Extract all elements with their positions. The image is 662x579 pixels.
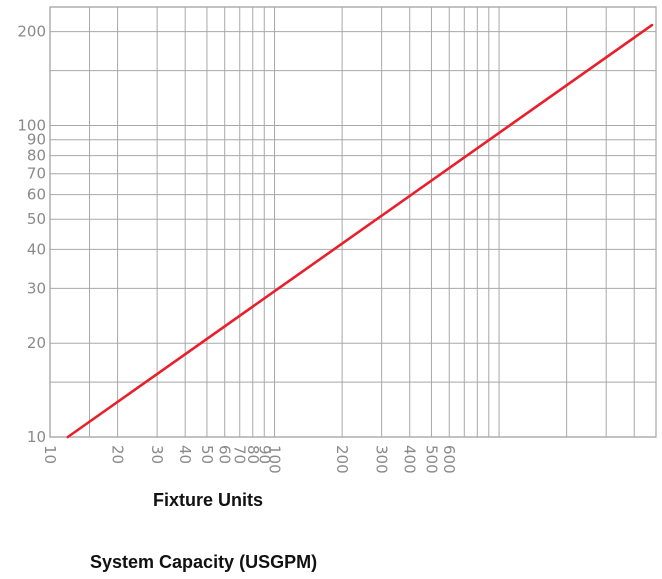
y-tick-label: 50: [27, 210, 46, 228]
x-tick-label: 40: [176, 445, 194, 464]
y-tick-label: 100: [17, 116, 46, 134]
gridlines: [50, 7, 657, 437]
x-tick-label: 50: [198, 445, 216, 464]
x-tick-label: 70: [231, 445, 249, 464]
y-tick-label: 60: [27, 186, 46, 204]
x-tick-label: 300: [373, 445, 391, 474]
x-tick-label: 10: [41, 445, 59, 464]
x-tick-label: 100: [266, 445, 284, 474]
y-tick-label: 40: [27, 240, 46, 258]
series-layer: [66, 23, 654, 439]
x-tick-label: 400: [401, 445, 419, 474]
y-tick-label: 10: [27, 428, 46, 446]
y-tick-label: 20: [27, 334, 46, 352]
x-tick-label: 20: [109, 445, 127, 464]
y-tick-label: 80: [27, 147, 46, 165]
x-tick-label: 200: [333, 445, 351, 474]
x-tick-label: 30: [148, 445, 166, 464]
y-tick-label: 70: [27, 165, 46, 183]
x-tick-label: 90: [255, 445, 273, 464]
plot-frame: [49, 6, 657, 438]
series-line: [66, 23, 654, 439]
y-tick-label: 200: [17, 23, 46, 41]
plot-border: [49, 6, 657, 438]
x-tick-label: 60: [216, 445, 234, 464]
chart-footer: System Capacity (USGPM): [90, 552, 318, 572]
y-tick-label: 30: [27, 279, 46, 297]
x-tick-label: 80: [244, 445, 262, 464]
y-tick-label: 90: [27, 131, 46, 149]
x-axis-label: Fixture Units: [153, 490, 264, 510]
x-tick-label: 500: [422, 445, 440, 474]
x-tick-label: 600: [440, 445, 458, 474]
